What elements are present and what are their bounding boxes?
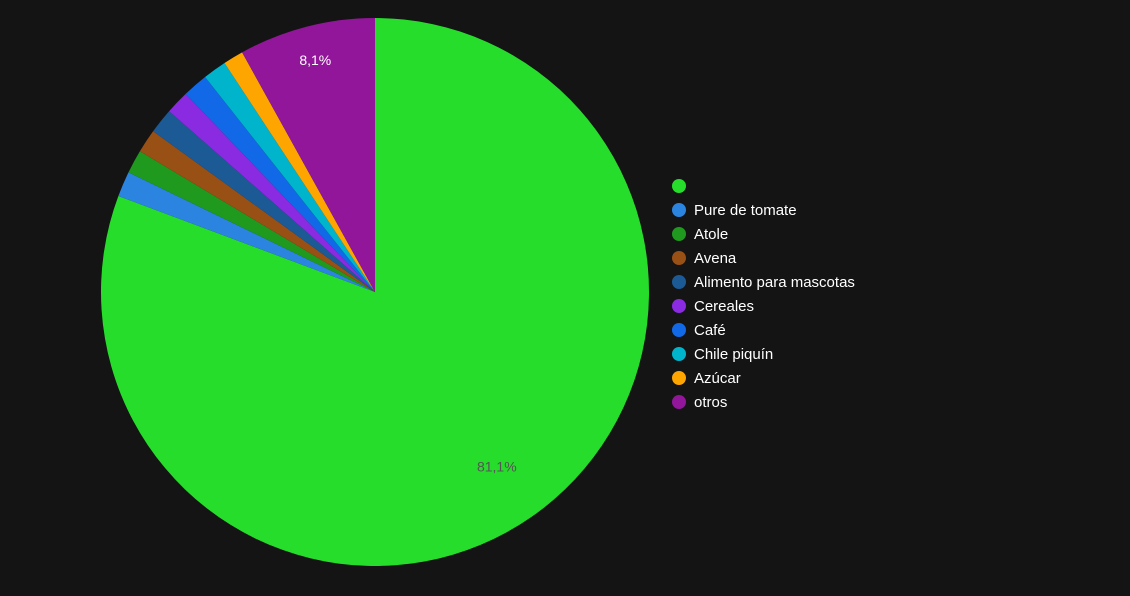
legend-swatch — [672, 227, 686, 241]
legend-label: Atole — [694, 225, 729, 243]
legend-swatch — [672, 395, 686, 409]
legend-item[interactable]: Cereales — [672, 294, 992, 318]
pie-slice-chile-piquín — [205, 63, 375, 292]
legend-label: Café — [694, 321, 726, 339]
legend-label: Pure de tomate — [694, 201, 797, 219]
legend-swatch — [672, 275, 686, 289]
pie-slice-cereales — [169, 93, 375, 293]
legend-swatch — [672, 251, 686, 265]
legend-item[interactable]: Avena — [672, 246, 992, 270]
legend-swatch — [672, 371, 686, 385]
pie-slice-otros — [242, 18, 375, 292]
legend-item[interactable]: Alimento para mascotas — [672, 270, 992, 294]
slice-percent-label: 81,1% — [477, 458, 517, 474]
legend: Pure de tomate Atole Avena Alimento para ma… — [672, 174, 992, 414]
legend-item[interactable]: Azúcar — [672, 366, 992, 390]
legend-swatch — [672, 299, 686, 313]
pie-slice-atole — [128, 151, 375, 292]
pie-slice-labels: 81,1% 8,1% — [299, 52, 516, 474]
legend-swatch — [672, 203, 686, 217]
legend-label: Avena — [694, 249, 737, 267]
legend-label: Chile piquín — [694, 345, 774, 363]
legend-item[interactable]: Chile piquín — [672, 342, 992, 366]
legend-item[interactable]: otros — [672, 390, 992, 414]
pie-slice-unnamed — [100, 18, 650, 566]
legend-swatch — [672, 347, 686, 361]
legend-label: Azúcar — [694, 369, 741, 387]
legend-label: Alimento para mascotas — [694, 273, 855, 291]
legend-item[interactable] — [672, 174, 992, 198]
legend-label: Cereales — [694, 297, 755, 315]
pie-slice-pure-de-tomate — [118, 172, 375, 292]
legend-swatch — [672, 179, 686, 193]
pie-slice-azúcar — [224, 52, 375, 293]
legend-item[interactable]: Pure de tomate — [672, 198, 992, 222]
slice-percent-label: 8,1% — [299, 52, 331, 68]
legend-item[interactable]: Atole — [672, 222, 992, 246]
legend-item[interactable]: Café — [672, 318, 992, 342]
legend-swatch — [672, 323, 686, 337]
legend-label: otros — [694, 393, 728, 411]
pie-slice-alimento-para-mascotas — [153, 111, 375, 292]
pie-slice-avena — [139, 131, 375, 292]
pie-slice-café — [185, 77, 375, 292]
pie-slices — [100, 18, 650, 566]
